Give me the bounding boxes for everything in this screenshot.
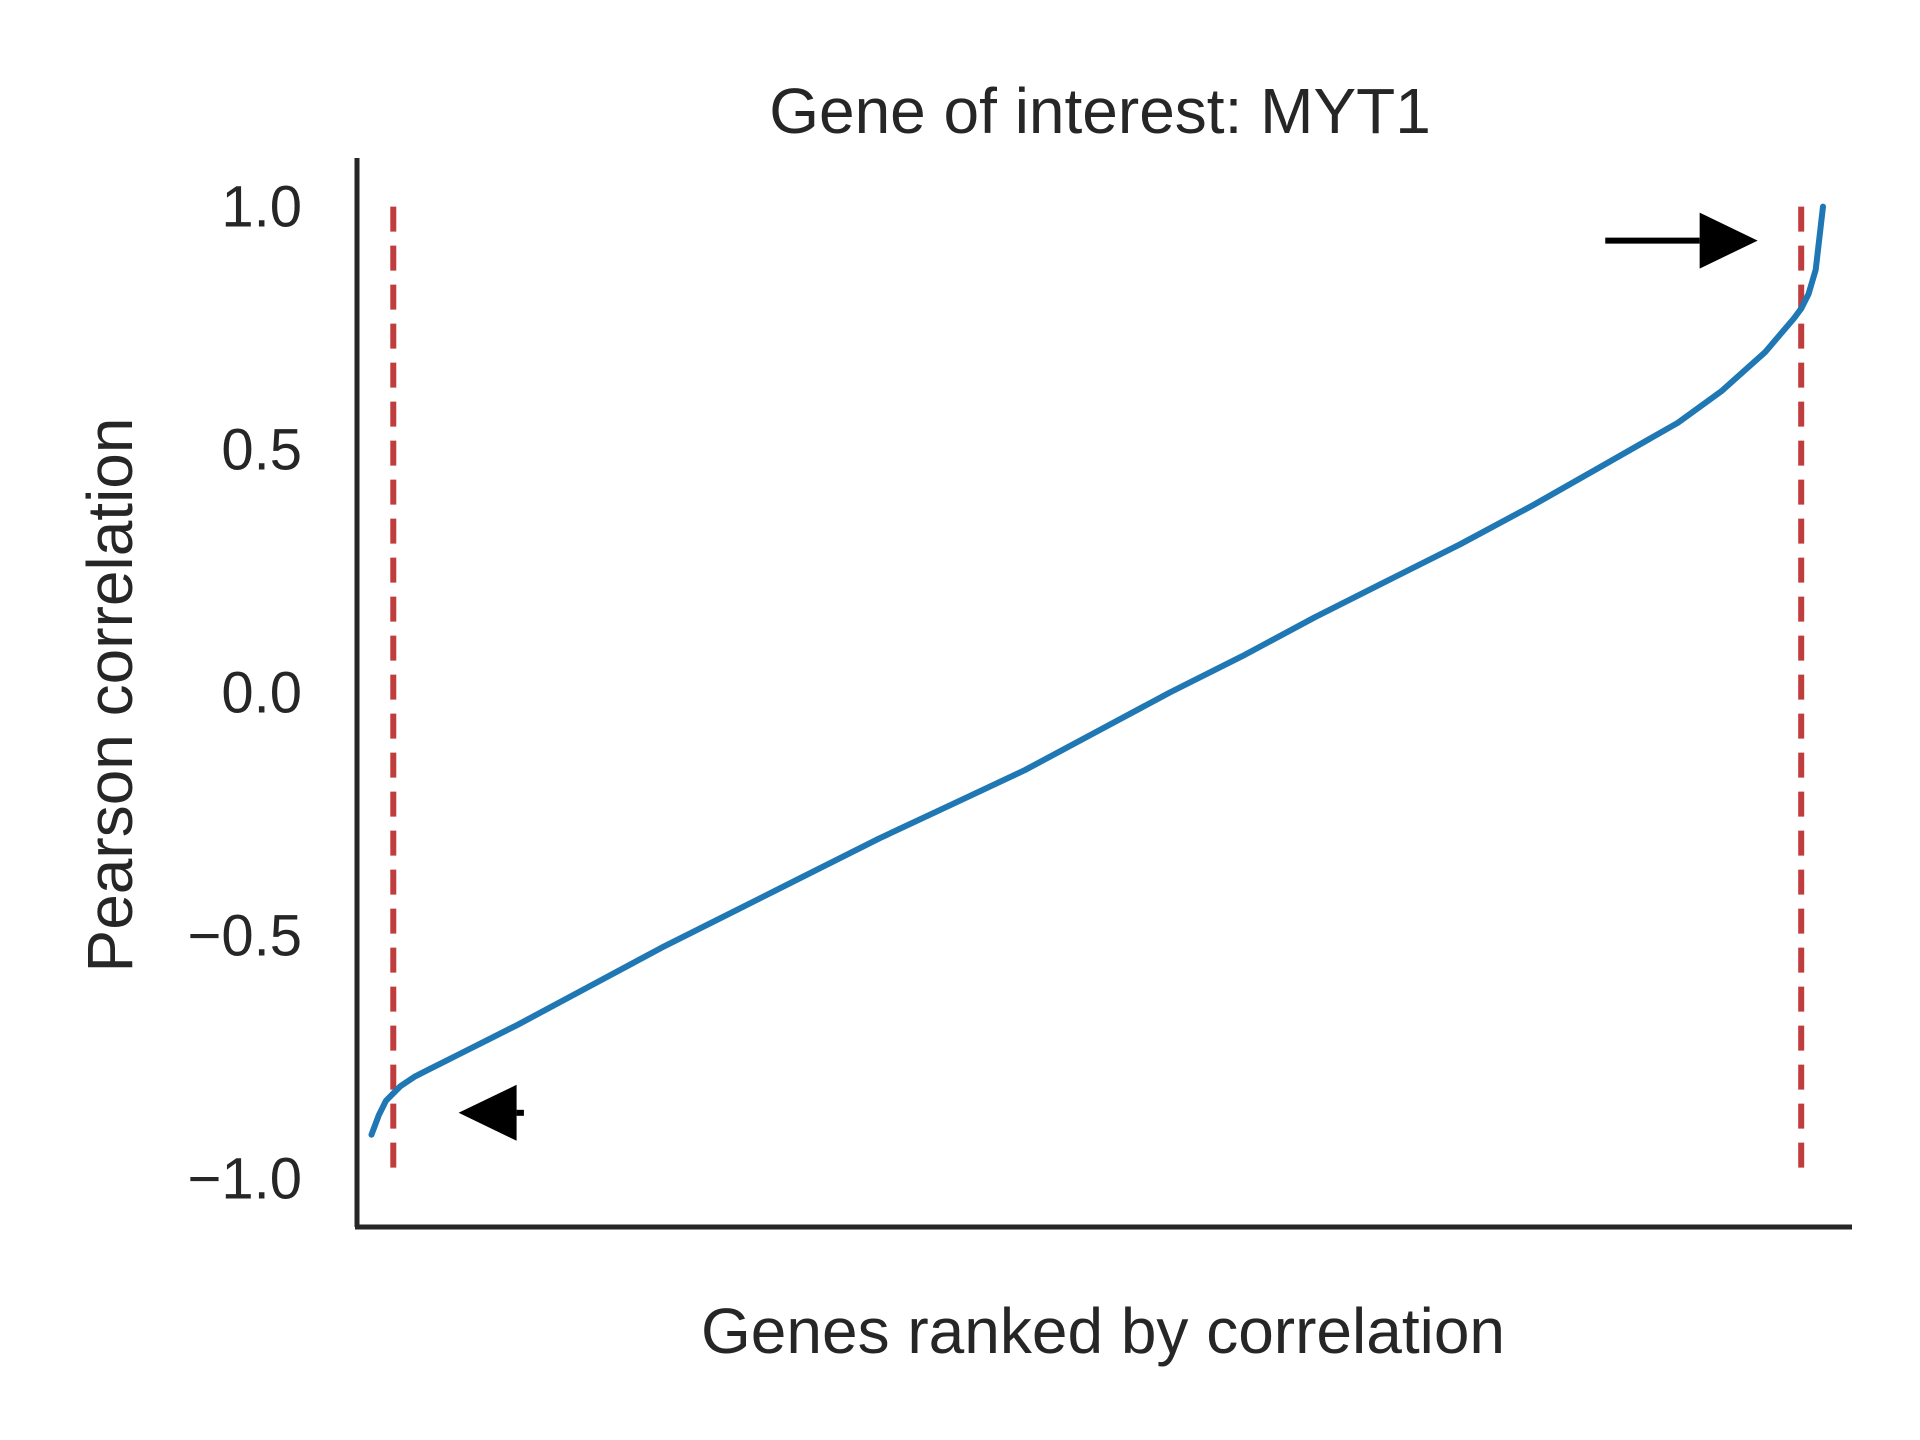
- y-tick-label: −1.0: [188, 1146, 303, 1211]
- plot-area: [368, 203, 1826, 1179]
- y-axis-label: Pearson correlation: [74, 418, 146, 973]
- arrow-left-icon: [458, 1084, 517, 1141]
- y-tick-label: −0.5: [188, 903, 303, 968]
- correlation-line: [368, 203, 1826, 1138]
- y-tick-label: 0.5: [221, 418, 302, 483]
- y-tick-labels: −1.0 −0.5 0.0 0.5 1.0: [188, 175, 303, 1212]
- arrow-right-icon: [1699, 212, 1758, 269]
- x-axis-label: Genes ranked by correlation: [701, 1295, 1505, 1367]
- y-tick-label: 1.0: [221, 175, 302, 240]
- y-tick-label: 0.0: [221, 661, 302, 726]
- chart-title: Gene of interest: MYT1: [769, 75, 1431, 147]
